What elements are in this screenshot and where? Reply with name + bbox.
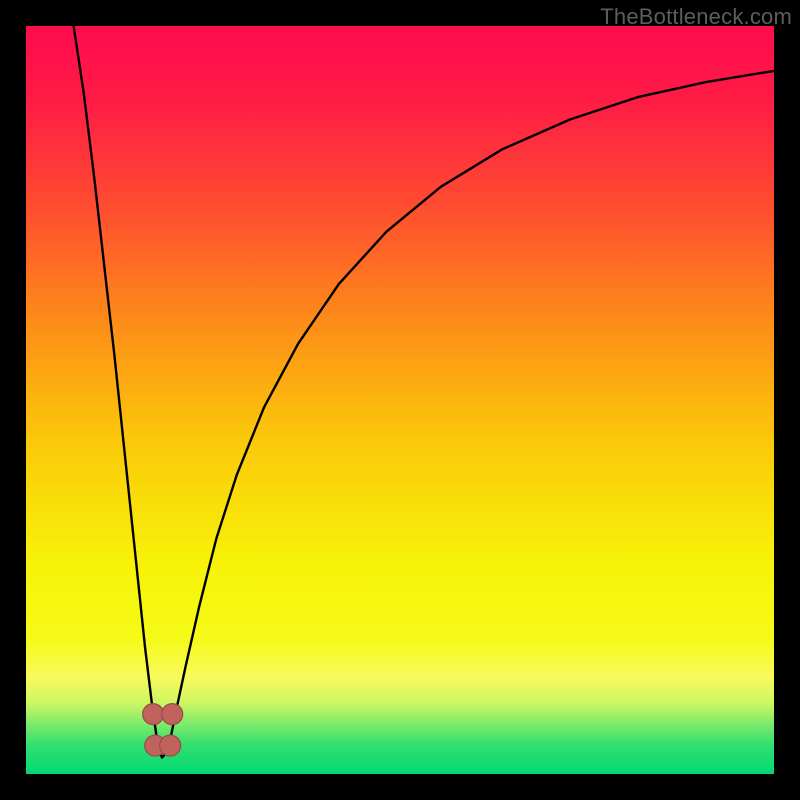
valley-marker-3 [162,704,183,725]
bottleneck-chart [0,0,800,800]
chart-root: TheBottleneck.com [0,0,800,800]
watermark-text: TheBottleneck.com [600,4,792,30]
plot-background [26,26,774,774]
valley-marker-2 [160,735,181,756]
valley-marker-0 [143,704,164,725]
